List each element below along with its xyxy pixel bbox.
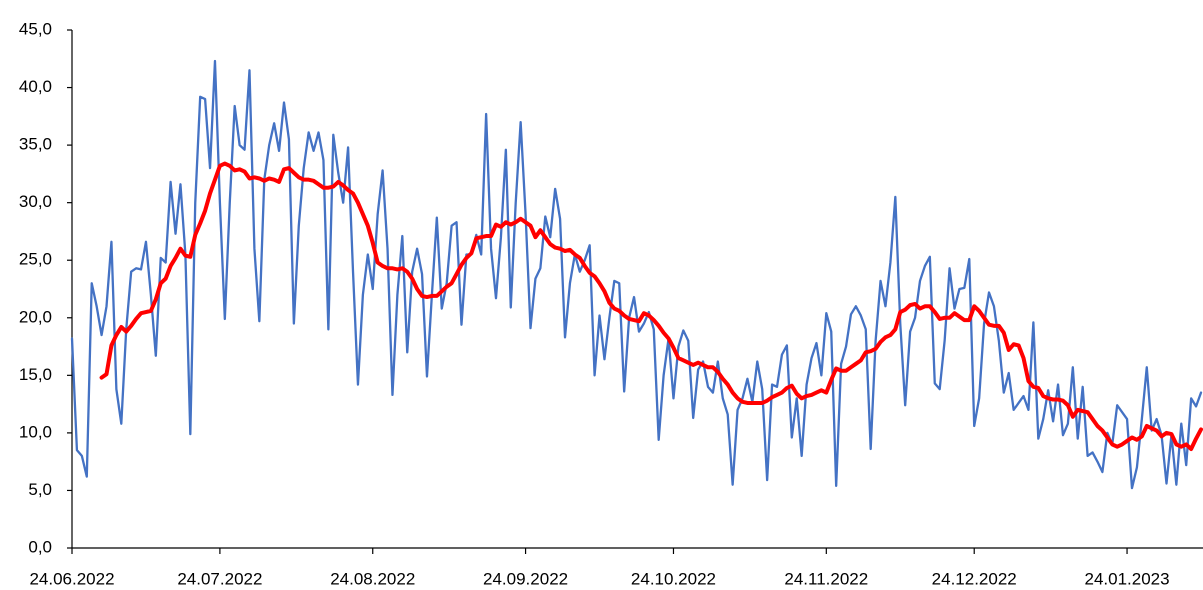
y-tick-label: 15,0 (19, 365, 52, 384)
y-tick-label: 35,0 (19, 135, 52, 154)
x-tick-label: 24.07.2022 (177, 569, 262, 588)
y-tick-label: 30,0 (19, 192, 52, 211)
x-tick-label: 24.06.2022 (29, 569, 114, 588)
y-tick-label: 5,0 (28, 480, 52, 499)
x-tick-label: 24.12.2022 (932, 569, 1017, 588)
y-tick-label: 40,0 (19, 77, 52, 96)
y-tick-label: 20,0 (19, 307, 52, 326)
y-tick-label: 25,0 (19, 250, 52, 269)
x-tick-label: 24.01.2023 (1085, 569, 1170, 588)
series-line (70, 59, 1203, 490)
y-tick-label: 45,0 (19, 19, 52, 38)
x-tick-label: 24.11.2022 (784, 569, 868, 588)
x-tick-label: 24.09.2022 (483, 569, 568, 588)
x-tick-label: 24.10.2022 (631, 569, 716, 588)
x-tick-label: 24.08.2022 (330, 569, 415, 588)
y-tick-label: 10,0 (19, 422, 52, 441)
y-tick-label: 0,0 (28, 537, 52, 556)
series-line (99, 161, 1203, 451)
